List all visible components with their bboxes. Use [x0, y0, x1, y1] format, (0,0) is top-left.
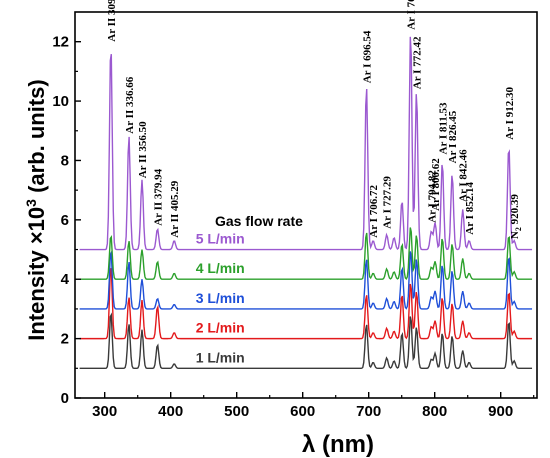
series-line-2 [79, 268, 533, 340]
plot-frame [74, 11, 538, 399]
y-axis-title-exp: 3 [23, 199, 39, 207]
y-axis-title-unit: (arb. units) [24, 79, 49, 199]
x-tick-label: 900 [488, 403, 513, 420]
peak-label-10: Ar I 772.42 [412, 36, 424, 89]
y-tick-label: 12 [52, 34, 69, 51]
legend: Gas flow rate [215, 213, 303, 229]
legend-title: Gas flow rate [215, 213, 303, 229]
series-label-5: 5 L/min [196, 231, 245, 247]
x-tick-label: 300 [92, 403, 117, 420]
peak-label-13: Ar I 811.53 [437, 102, 449, 155]
y-tick-label: 2 [61, 331, 69, 348]
peak-label-5: Ar II 405.29 [169, 180, 181, 237]
peak-label-11: Ar I 794.82 [426, 170, 438, 223]
peak-label-7: Ar I 706.72 [368, 185, 380, 238]
y-tick-label: 10 [52, 93, 69, 110]
y-tick-label: 6 [61, 212, 69, 229]
peak-label-17: Ar I 912.30 [504, 87, 516, 140]
plot-lines: 1 L/min 2 L/min 3 L/min 4 L/min 5 L/min [79, 36, 533, 370]
x-tick-label: 700 [356, 403, 381, 420]
peak-label-2: Ar II 336.66 [124, 76, 136, 133]
y-tick-label: 0 [61, 390, 69, 407]
series-line-3 [79, 250, 533, 310]
y-tick-label: 4 [61, 271, 70, 288]
series-line-5 [79, 36, 533, 251]
x-axis-title: λ (nm) [302, 431, 374, 458]
y-axis-title-main: Intensity ×10 [24, 207, 49, 341]
x-tick-label: 500 [224, 403, 249, 420]
peak-label-12: Ar I 800.62 [430, 158, 442, 211]
series-label-3: 3 L/min [196, 290, 245, 306]
y-tick-label: 8 [61, 152, 69, 169]
series-label-4: 4 L/min [196, 260, 245, 276]
series-line-1 [79, 312, 533, 370]
peak-label-8: Ar I 727.29 [382, 176, 394, 229]
peak-label-18: N2 920.39 [509, 194, 523, 239]
x-tick-label: 800 [422, 403, 447, 420]
y-axis-title: Intensity ×103 (arb. units) [23, 79, 49, 340]
axes: 300 400 500 600 700 800 900 0 2 4 6 8 10 12 [52, 11, 538, 420]
peak-label-9: Ar I 763.51 [406, 0, 418, 30]
peak-label-1: Ar II 309.34 [106, 0, 118, 42]
peak-label-6: Ar I 696.54 [361, 30, 373, 83]
series-label-1: 1 L/min [196, 349, 245, 365]
series-line-4 [79, 227, 533, 280]
x-tick-label: 600 [290, 403, 315, 420]
peak-label-4: Ar II 379.94 [153, 168, 165, 225]
peak-label-15: Ar I 842.46 [458, 149, 470, 202]
peak-label-14: Ar I 826.45 [447, 110, 459, 163]
peak-label-3: Ar II 356.50 [137, 121, 149, 178]
peak-label-16: Ar I 852.14 [464, 182, 476, 235]
series-label-2: 2 L/min [196, 320, 245, 336]
x-tick-label: 400 [158, 403, 183, 420]
